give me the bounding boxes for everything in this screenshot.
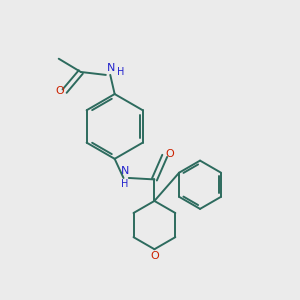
Text: H: H xyxy=(117,67,124,77)
Text: O: O xyxy=(55,86,64,96)
Text: N: N xyxy=(121,167,129,176)
Text: O: O xyxy=(150,251,159,261)
Text: N: N xyxy=(107,63,115,74)
Text: H: H xyxy=(121,179,128,190)
Text: O: O xyxy=(166,149,174,159)
